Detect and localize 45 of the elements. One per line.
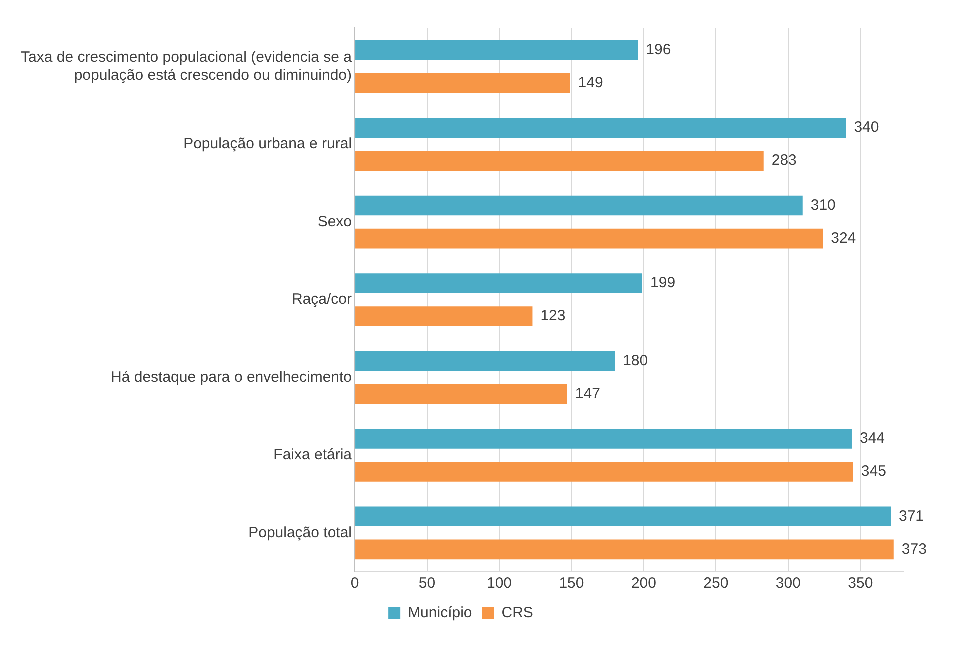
data-label: 149	[578, 74, 604, 92]
y-tick-label: Sexo	[318, 213, 352, 230]
y-tick-label: Há destaque para o envelhecimento	[111, 368, 352, 386]
data-label: 199	[650, 274, 676, 292]
data-label: 196	[646, 41, 672, 58]
bar	[356, 540, 894, 560]
bar	[356, 228, 824, 249]
legend-label: Município	[408, 604, 472, 622]
x-tick-label: 300	[776, 575, 801, 592]
bar	[356, 196, 803, 216]
y-tick-label: População total	[248, 524, 352, 542]
bar	[356, 73, 570, 94]
data-label: 310	[810, 196, 836, 214]
x-tick-label: 150	[559, 575, 584, 592]
bar	[356, 151, 764, 171]
data-label: 283	[772, 152, 797, 170]
y-tick-label: Raça/cor	[292, 291, 352, 308]
x-tick-label: 200	[631, 575, 656, 592]
data-label: 123	[540, 308, 566, 325]
y-tick-label: Taxa de crescimento populacional (evidencia se a população está crescendo ou diminuindo)	[20, 49, 353, 84]
x-tick-label: 50	[418, 575, 436, 592]
data-label: 345	[861, 463, 886, 480]
bar	[356, 40, 638, 60]
data-label: 340	[854, 119, 880, 136]
bar	[356, 274, 643, 294]
y-tick-label: População urbana e rural	[184, 136, 352, 153]
x-tick-label: 0	[350, 575, 360, 592]
bar	[356, 429, 852, 449]
bar	[356, 306, 533, 326]
data-label: 344	[860, 430, 886, 448]
bar	[356, 118, 846, 138]
bar	[356, 351, 616, 372]
bar	[356, 506, 891, 527]
bar	[356, 462, 854, 482]
data-label: 324	[831, 230, 856, 247]
x-tick-label: 350	[848, 575, 874, 592]
y-tick-label: Faixa etária	[274, 446, 353, 464]
data-label: 373	[902, 540, 927, 558]
x-tick-label: 250	[704, 575, 729, 592]
bar	[356, 384, 568, 404]
legend-label: CRS	[502, 604, 534, 622]
data-label: 147	[575, 385, 600, 402]
x-tick-label: 100	[486, 575, 512, 592]
data-label: 371	[899, 508, 924, 525]
data-label: 180	[623, 352, 648, 370]
